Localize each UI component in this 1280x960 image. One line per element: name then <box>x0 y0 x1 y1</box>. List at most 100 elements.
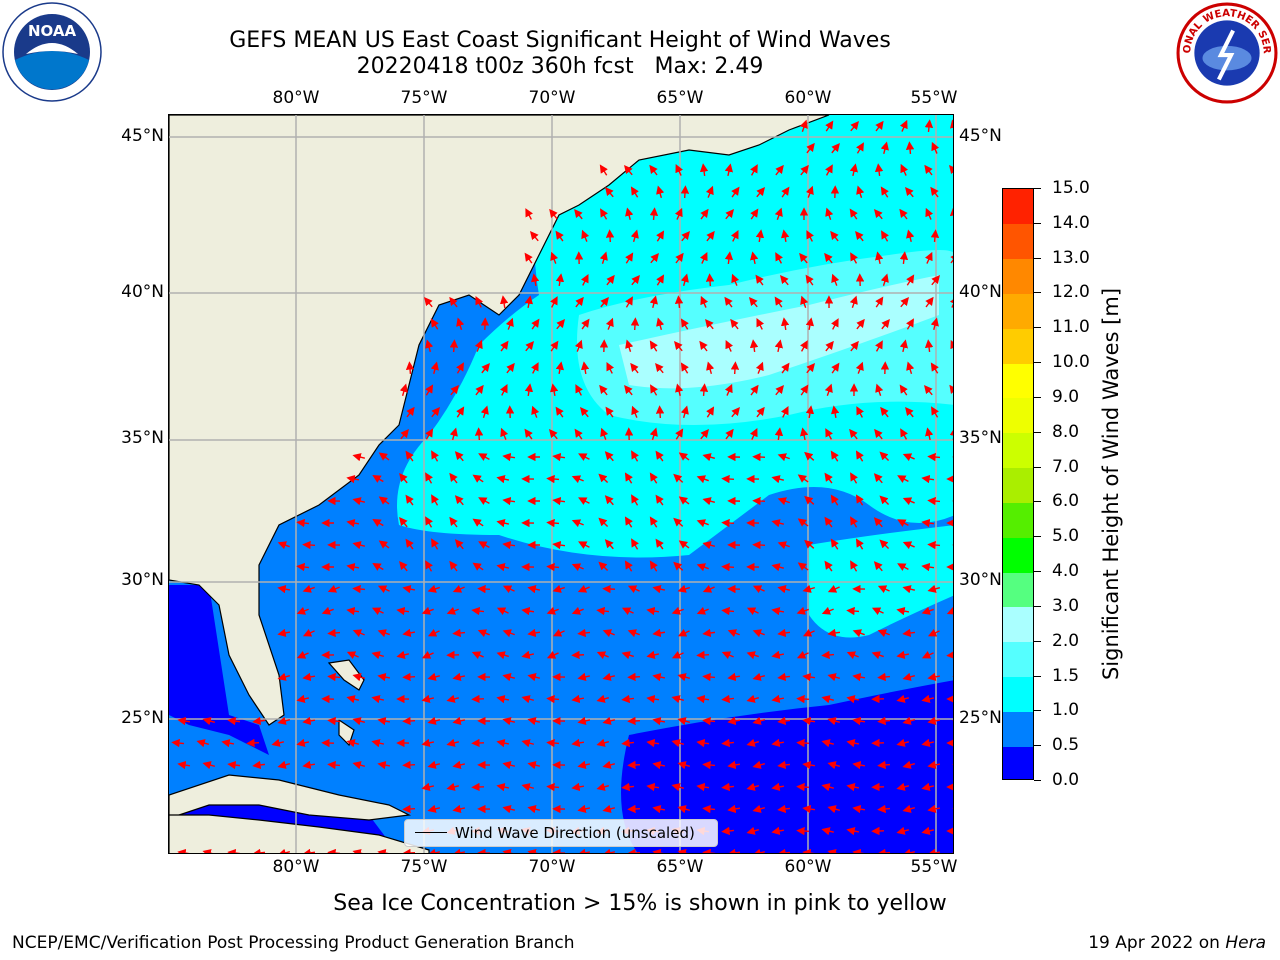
wind-wave-arrow <box>596 651 609 660</box>
wind-wave-arrow <box>550 296 558 308</box>
wind-wave-arrow <box>771 606 785 616</box>
wind-wave-arrow <box>496 519 510 528</box>
wind-wave-arrow <box>549 383 559 397</box>
wind-wave-arrows <box>171 119 953 853</box>
wind-wave-arrow <box>378 540 390 549</box>
wind-wave-arrow <box>696 606 709 615</box>
wind-wave-arrow <box>771 694 785 704</box>
wind-wave-arrow <box>496 694 510 704</box>
wind-wave-arrow <box>902 497 915 506</box>
wind-wave-arrow <box>502 673 516 682</box>
wind-wave-arrow <box>399 383 408 396</box>
wind-wave-arrow <box>721 562 735 572</box>
lat-label-left: 40°N <box>121 282 164 302</box>
wind-wave-arrow <box>472 562 484 571</box>
wind-wave-arrow <box>897 475 909 483</box>
colorbar-tick-label: 15.0 <box>1052 178 1090 198</box>
wind-wave-arrow <box>677 628 690 637</box>
wind-wave-arrow <box>680 185 690 199</box>
wind-wave-arrow <box>621 651 634 660</box>
wind-wave-arrow <box>699 340 708 352</box>
wind-wave-arrow <box>677 584 690 593</box>
wind-wave-arrow <box>852 716 866 726</box>
wind-wave-arrow <box>678 540 690 549</box>
wind-wave-arrow <box>921 782 935 791</box>
colorbar-tick-label: 13.0 <box>1052 247 1090 268</box>
wind-wave-arrow <box>371 695 385 704</box>
colorbar-segment <box>1003 641 1033 678</box>
wind-wave-arrow <box>749 339 759 353</box>
wind-wave-arrow <box>702 716 716 726</box>
wind-wave-arrow <box>875 120 884 132</box>
noaa-logo: NOAA <box>2 2 102 102</box>
wind-wave-arrow <box>905 141 915 155</box>
wind-wave-arrow <box>596 738 610 747</box>
colorbar-segment <box>1003 711 1033 747</box>
wind-wave-arrow <box>949 207 953 217</box>
wind-wave-arrow <box>521 739 535 748</box>
wind-wave-arrow <box>805 185 814 198</box>
wind-wave-arrow <box>756 406 765 418</box>
map-panel[interactable]: Wind Wave Direction (unscaled) <box>168 114 954 854</box>
wind-wave-arrow <box>924 385 933 396</box>
wind-wave-arrow <box>702 628 716 638</box>
wind-wave-arrow <box>530 273 540 287</box>
wind-wave-arrow <box>756 187 766 198</box>
wind-wave-arrow <box>881 230 889 242</box>
wind-wave-arrow <box>949 384 953 394</box>
wind-wave-arrow <box>802 716 816 726</box>
wind-wave-arrow <box>646 650 660 659</box>
wind-wave-arrow <box>874 163 884 177</box>
wind-wave-arrow <box>846 651 859 660</box>
nws-logo: NATIONAL WEATHER SERVICE <box>1176 2 1278 104</box>
wind-wave-arrow <box>605 186 614 198</box>
wind-wave-arrow <box>721 518 735 528</box>
wind-wave-arrow <box>800 340 808 352</box>
wind-wave-arrow <box>574 428 583 440</box>
wind-wave-arrow <box>521 606 535 616</box>
wind-wave-arrow <box>779 275 789 286</box>
wind-wave-arrow <box>831 142 840 154</box>
wind-wave-arrow <box>577 804 591 813</box>
wind-wave-arrow <box>796 738 810 748</box>
lon-label-bottom: 75°W <box>400 857 448 877</box>
legend-label: Wind Wave Direction (unscaled) <box>455 824 695 842</box>
wind-wave-arrow <box>806 363 816 374</box>
wind-wave-arrow <box>524 252 533 264</box>
wind-wave-arrow <box>875 251 884 265</box>
wind-wave-arrow <box>746 651 759 660</box>
lon-label-top: 75°W <box>400 88 448 108</box>
wind-wave-arrow <box>702 672 716 682</box>
wind-wave-arrow <box>302 584 315 593</box>
wind-wave-arrow <box>746 607 759 616</box>
wind-wave-arrow <box>402 584 416 594</box>
colorbar-tick <box>1034 780 1041 781</box>
wind-wave-arrow <box>477 629 490 638</box>
wind-wave-arrow <box>372 475 384 483</box>
wind-wave-arrow <box>905 406 914 418</box>
wind-wave-arrow <box>327 628 341 638</box>
wind-wave-arrow <box>499 384 508 396</box>
wind-wave-arrow <box>496 563 510 572</box>
wind-wave-arrow <box>874 428 883 440</box>
wind-wave-arrow <box>627 629 640 638</box>
wind-wave-arrow <box>546 694 560 704</box>
wind-wave-arrow <box>371 651 385 660</box>
wind-wave-arrow <box>427 584 440 593</box>
wind-wave-arrow <box>575 384 583 396</box>
wind-wave-arrow <box>500 340 509 352</box>
wind-wave-arrow <box>825 207 834 220</box>
legend-line-icon <box>415 832 447 833</box>
wind-wave-arrow <box>302 760 316 770</box>
colorbar-segment <box>1003 746 1033 779</box>
wind-wave-arrow <box>296 694 310 703</box>
wind-wave-arrow <box>277 628 291 638</box>
wind-wave-arrow <box>496 782 510 792</box>
wind-wave-arrow <box>827 761 841 770</box>
wind-wave-arrow <box>673 561 684 571</box>
colorbar-tick <box>1034 327 1041 329</box>
lon-label-top: 80°W <box>272 88 320 108</box>
wind-wave-arrow <box>527 805 541 814</box>
wind-wave-arrow <box>596 782 610 791</box>
wind-wave-arrow <box>800 295 809 308</box>
